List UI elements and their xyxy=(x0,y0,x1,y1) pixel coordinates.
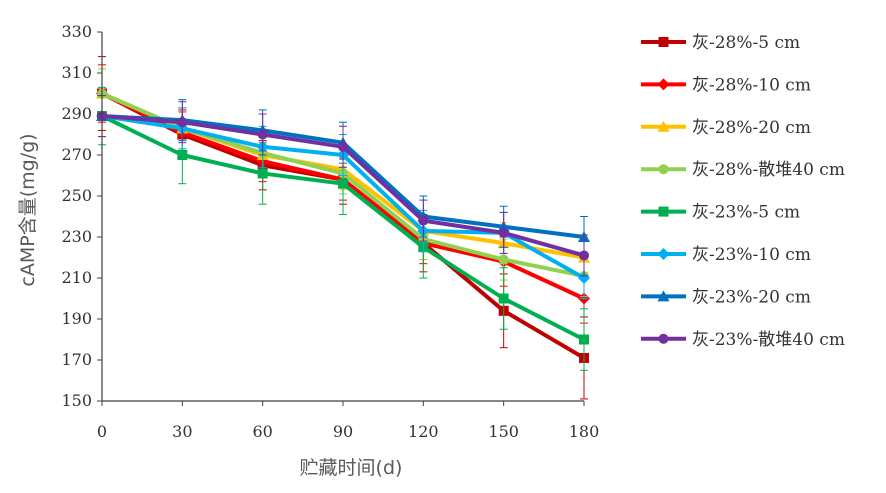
data-point xyxy=(578,272,590,284)
legend-item-1: 灰-28%-5 cm xyxy=(641,33,800,53)
legend-label: 灰-23%-5 cm xyxy=(692,203,800,223)
data-point xyxy=(579,334,589,345)
data-point xyxy=(338,141,348,152)
legend-item-6: 灰-23%-10 cm xyxy=(641,245,811,265)
legend-swatch-marker xyxy=(658,37,669,47)
legend-label: 灰-28%-20 cm xyxy=(692,118,811,138)
plot-area xyxy=(96,56,590,400)
legend-label: 灰-23%-散堆40 cm xyxy=(692,330,845,350)
legend-item-2: 灰-28%-10 cm xyxy=(641,75,811,95)
x-tick-label: 30 xyxy=(172,422,192,441)
y-tick-label: 230 xyxy=(61,227,92,246)
legend-item-8: 灰-23%-散堆40 cm xyxy=(641,330,845,350)
y-tick-label: 250 xyxy=(61,186,92,205)
legend-item-3: 灰-28%-20 cm xyxy=(641,118,811,138)
legend-label: 灰-28%-10 cm xyxy=(692,75,811,95)
data-point xyxy=(257,129,268,140)
y-tick-label: 310 xyxy=(61,63,92,82)
legend-label: 灰-28%-散堆40 cm xyxy=(692,160,845,180)
data-point xyxy=(338,178,348,189)
legend-item-4: 灰-28%-散堆40 cm xyxy=(641,160,845,180)
legend-label: 灰-23%-20 cm xyxy=(692,287,811,307)
y-tick-label: 190 xyxy=(61,309,92,328)
legend-swatch-marker xyxy=(657,78,670,91)
x-tick-label: 90 xyxy=(333,422,353,441)
x-tick-label: 120 xyxy=(408,422,439,441)
x-tick-label: 0 xyxy=(97,422,107,441)
x-tick-label: 150 xyxy=(488,422,519,441)
data-point xyxy=(177,150,188,160)
legend-swatch-marker xyxy=(658,164,669,175)
y-tick-label: 330 xyxy=(61,22,92,41)
legend-label: 灰-28%-5 cm xyxy=(692,33,800,53)
y-tick-label: 170 xyxy=(61,350,92,369)
y-tick-label: 150 xyxy=(61,391,92,410)
legend-swatch-marker xyxy=(657,290,670,302)
y-tick-label: 270 xyxy=(61,145,92,164)
legend-swatch-marker xyxy=(658,333,669,344)
legend-swatch-marker xyxy=(657,120,670,132)
data-point xyxy=(257,168,268,179)
legend: 灰-28%-5 cm 灰-28%-10 cm 灰-28%-20 cm 灰-28%-散堆… xyxy=(641,33,845,350)
legend-label: 灰-23%-10 cm xyxy=(692,245,811,265)
data-point xyxy=(498,227,509,238)
data-point xyxy=(498,254,509,265)
data-point xyxy=(418,215,429,226)
y-tick-label: 290 xyxy=(61,104,92,123)
legend-swatch-marker xyxy=(657,248,670,260)
legend-item-7: 灰-23%-20 cm xyxy=(641,287,811,307)
legend-swatch-marker xyxy=(658,206,669,217)
legend-item-5: 灰-23%-5 cm xyxy=(641,203,800,223)
axes: 150 170 190 210 230 250 270 290 310 330 0 30 60 90 120… xyxy=(61,22,599,441)
data-point xyxy=(498,293,509,304)
x-tick-label: 60 xyxy=(252,422,272,441)
series-8 xyxy=(97,95,589,277)
x-axis-title: 贮藏时间(d) xyxy=(300,457,403,479)
data-point xyxy=(177,117,188,128)
data-point xyxy=(579,250,589,261)
x-tick-label: 180 xyxy=(569,422,600,441)
y-tick-label: 210 xyxy=(61,268,92,287)
y-axis-title: cAMP含量(mg/g) xyxy=(17,133,39,286)
